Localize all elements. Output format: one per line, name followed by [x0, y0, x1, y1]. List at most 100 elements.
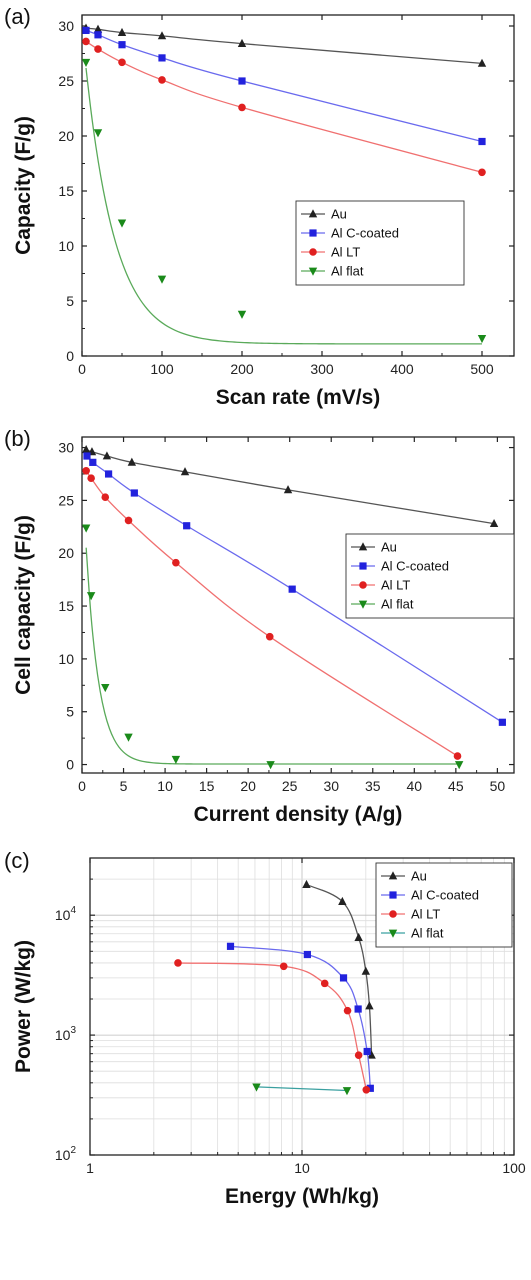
- legend-entry: Al LT: [351, 578, 410, 593]
- data-point: [343, 1006, 352, 1015]
- data-point: [320, 979, 329, 988]
- y-tick-label: 0: [66, 757, 74, 773]
- data-point: [130, 489, 138, 497]
- series-line: [85, 449, 495, 525]
- y-tick-label: 30: [58, 18, 74, 34]
- data-point: [158, 54, 166, 62]
- data-point: [237, 310, 247, 319]
- data-point: [366, 1084, 374, 1092]
- legend-label: Al C-coated: [381, 559, 449, 574]
- data-point: [498, 718, 506, 726]
- legend-label: Al flat: [331, 264, 364, 279]
- x-tick-label: 10: [157, 778, 173, 794]
- data-point: [226, 942, 235, 950]
- data-point: [157, 275, 167, 284]
- legend-entry: Au: [351, 540, 397, 555]
- y-axis-label: Capacity (F/g): [12, 116, 35, 255]
- data-point: [266, 761, 275, 770]
- data-point: [87, 474, 95, 483]
- data-point: [82, 58, 91, 67]
- legend-label: Al LT: [411, 907, 440, 922]
- series-group: [82, 23, 487, 345]
- data-point: [118, 58, 126, 67]
- y-tick-label: 15: [58, 598, 74, 614]
- data-point: [365, 1001, 374, 1010]
- y-tick-label: 5: [66, 293, 74, 309]
- data-point: [283, 485, 293, 494]
- y-tick-base: 10: [55, 1147, 71, 1163]
- y-tick-label: 104: [55, 905, 77, 923]
- y-tick-label: 10: [58, 651, 74, 667]
- data-point: [367, 1050, 376, 1059]
- x-tick-label: 45: [448, 778, 464, 794]
- panel-label: (b): [4, 426, 31, 451]
- data-point: [82, 444, 91, 454]
- x-tick-label: 300: [310, 361, 334, 377]
- data-point: [302, 879, 311, 888]
- y-tick-label: 25: [58, 73, 74, 89]
- x-tick-label: 500: [470, 361, 494, 377]
- y-tick-label: 10: [58, 238, 74, 254]
- x-tick-label: 25: [282, 778, 298, 794]
- data-point: [86, 592, 96, 601]
- data-point: [124, 733, 133, 742]
- y-tick-label: 15: [58, 183, 74, 199]
- data-point: [102, 451, 112, 460]
- legend-marker: [358, 600, 368, 609]
- legend-entry: Al C-coated: [351, 559, 449, 574]
- legend-marker: [309, 229, 317, 237]
- data-point: [180, 467, 190, 476]
- data-point: [127, 457, 137, 466]
- data-point: [478, 168, 486, 177]
- legend-marker: [309, 248, 317, 256]
- data-point: [489, 518, 499, 528]
- series-line: [85, 27, 483, 65]
- data-point: [303, 950, 311, 959]
- x-tick-label: 100: [502, 1160, 526, 1176]
- series-line: [177, 962, 367, 1090]
- y-axis-label: Power (W/kg): [12, 940, 35, 1073]
- data-point: [354, 932, 363, 942]
- data-point: [118, 41, 126, 49]
- x-tick-label: 40: [407, 778, 423, 794]
- legend-marker: [389, 891, 397, 899]
- y-tick-label: 102: [55, 1145, 77, 1163]
- data-point: [477, 335, 487, 344]
- legend-label: Au: [411, 869, 427, 884]
- x-tick-label: 50: [490, 778, 506, 794]
- y-tick-label: 20: [58, 545, 74, 561]
- series-line: [256, 1086, 348, 1092]
- data-point: [93, 24, 103, 33]
- legend-entry: Au: [381, 869, 427, 884]
- legend-entry: Al flat: [351, 597, 414, 612]
- series-line: [85, 67, 482, 345]
- legend-marker: [359, 581, 367, 589]
- y-tick-label: 25: [58, 492, 74, 508]
- data-point: [339, 974, 348, 982]
- legend-entry: Al C-coated: [381, 888, 479, 903]
- data-point: [117, 27, 127, 36]
- legend-entry: Al LT: [381, 907, 440, 922]
- legend: Au Al C-coated Al LT Al flat: [345, 533, 515, 619]
- panel-a: 0 100 200 300 400 500 0 5 10 15 20 25 30 Scan rate (m…: [4, 4, 515, 409]
- data-point: [93, 129, 103, 138]
- series-group: [174, 879, 376, 1096]
- series-line: [306, 884, 373, 1056]
- data-point: [89, 458, 97, 466]
- data-point: [158, 76, 166, 84]
- y-tick-exponent: 2: [70, 1145, 76, 1156]
- data-point: [478, 137, 486, 146]
- data-point: [101, 493, 110, 502]
- legend-label: Al LT: [381, 578, 410, 593]
- y-tick-label: 30: [58, 440, 74, 456]
- legend-entry: Al flat: [301, 264, 364, 279]
- y-axis: 0 5 10 15 20 25 30: [58, 18, 514, 364]
- data-point: [238, 103, 246, 112]
- legend-label: Al flat: [381, 597, 414, 612]
- y-tick-label: 5: [66, 704, 74, 720]
- x-axis-label: Scan rate (mV/s): [216, 386, 381, 409]
- data-point: [157, 31, 167, 40]
- panel-label: (a): [4, 4, 31, 29]
- x-axis-label: Current density (A/g): [194, 803, 403, 826]
